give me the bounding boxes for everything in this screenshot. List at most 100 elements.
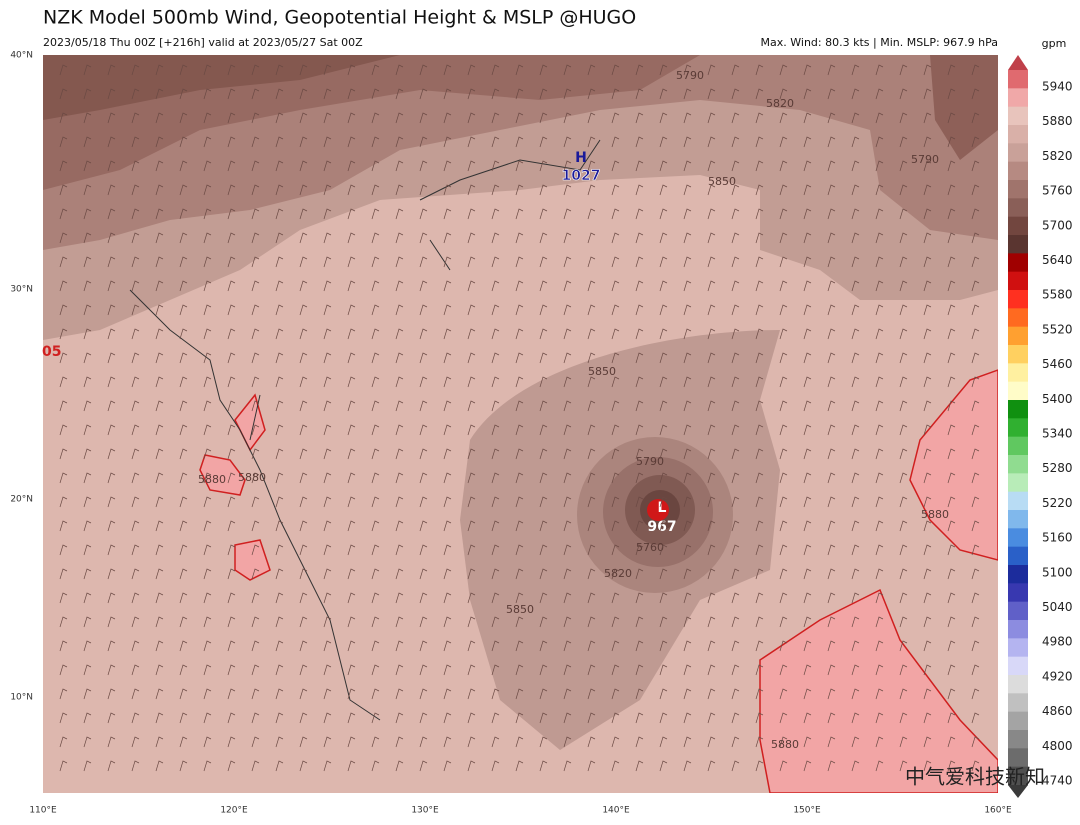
wind-barb: [347, 496, 356, 508]
wind-barb: [131, 256, 140, 268]
wind-barb: [635, 496, 644, 508]
wind-barb: [107, 400, 116, 412]
wind-barb: [779, 640, 788, 652]
wind-barb: [323, 640, 332, 652]
wind-barb: [539, 64, 548, 76]
colorbar-segment: [1008, 253, 1028, 273]
wind-barb: [275, 256, 284, 268]
wind-barb: [371, 760, 380, 772]
wind-barb: [803, 256, 812, 268]
wind-barb: [203, 592, 212, 604]
wind-barb: [467, 736, 476, 748]
wind-barb: [491, 688, 500, 700]
wind-barb: [875, 232, 884, 244]
colorbar-label: 4920: [1042, 669, 1073, 683]
wind-barb: [587, 64, 596, 76]
wind-barb: [827, 712, 836, 724]
colorbar-segment: [1008, 601, 1028, 621]
wind-barb: [107, 208, 116, 220]
wind-barb: [611, 352, 620, 364]
wind-barb: [587, 424, 596, 436]
wind-barb: [635, 112, 644, 124]
wind-barb: [131, 424, 140, 436]
wind-barb: [683, 640, 692, 652]
wind-barb: [179, 304, 188, 316]
wind-barb: [611, 688, 620, 700]
wind-barb: [515, 328, 524, 340]
wind-barb: [635, 592, 644, 604]
wind-barb: [275, 592, 284, 604]
wind-barb: [923, 304, 932, 316]
wind-barb: [755, 400, 764, 412]
wind-barb: [491, 64, 500, 76]
wind-barb: [923, 736, 932, 748]
wind-barb: [827, 568, 836, 580]
wind-barb: [155, 280, 164, 292]
wind-barb: [539, 376, 548, 388]
wind-barb: [875, 712, 884, 724]
wind-barb: [539, 280, 548, 292]
colorbar-segment: [1008, 326, 1028, 346]
wind-barb: [587, 664, 596, 676]
wind-barb: [707, 136, 716, 148]
wind-barb: [275, 688, 284, 700]
wind-barb: [731, 424, 740, 436]
wind-barb: [659, 64, 668, 76]
wind-barb: [731, 592, 740, 604]
wind-barb: [947, 208, 956, 220]
wind-barb: [875, 736, 884, 748]
wind-barb: [347, 568, 356, 580]
wind-barb: [419, 736, 428, 748]
wind-barb: [947, 448, 956, 460]
wind-barb: [923, 712, 932, 724]
wind-barb: [563, 136, 572, 148]
wind-barb: [155, 376, 164, 388]
wind-barb: [491, 568, 500, 580]
wind-barb: [83, 112, 92, 124]
wind-barb: [299, 304, 308, 316]
wind-barb: [803, 136, 812, 148]
wind-barb: [131, 712, 140, 724]
wind-barb: [731, 544, 740, 556]
wind-barb: [131, 640, 140, 652]
wind-barb: [659, 424, 668, 436]
wind-barb: [323, 376, 332, 388]
wind-barb: [107, 304, 116, 316]
wind-barb: [515, 232, 524, 244]
wind-barb: [611, 712, 620, 724]
wind-barb: [899, 616, 908, 628]
wind-barb: [131, 304, 140, 316]
wind-barb: [83, 376, 92, 388]
wind-barb: [515, 688, 524, 700]
wind-barb: [323, 544, 332, 556]
wind-barb: [611, 760, 620, 772]
wind-barb: [251, 280, 260, 292]
wind-barb: [107, 496, 116, 508]
wind-barb: [395, 280, 404, 292]
wind-barb: [251, 424, 260, 436]
wind-barb: [395, 664, 404, 676]
wind-barb: [899, 640, 908, 652]
wind-barb: [227, 280, 236, 292]
wind-barb: [947, 280, 956, 292]
wind-barb: [371, 328, 380, 340]
wind-barb: [707, 760, 716, 772]
wind-barb: [419, 376, 428, 388]
wind-barb: [131, 496, 140, 508]
wind-barb: [59, 448, 68, 460]
wind-barb: [83, 232, 92, 244]
wind-barb: [515, 304, 524, 316]
wind-barb: [59, 304, 68, 316]
wind-barb: [515, 544, 524, 556]
wind-barb: [347, 328, 356, 340]
wind-barb: [179, 496, 188, 508]
wind-barb: [539, 328, 548, 340]
wind-barb: [131, 376, 140, 388]
wind-barb: [59, 544, 68, 556]
wind-barb: [419, 664, 428, 676]
wind-barb: [323, 400, 332, 412]
wind-barb: [875, 376, 884, 388]
wind-barb: [59, 424, 68, 436]
wind-barb: [107, 544, 116, 556]
wind-barb: [275, 712, 284, 724]
